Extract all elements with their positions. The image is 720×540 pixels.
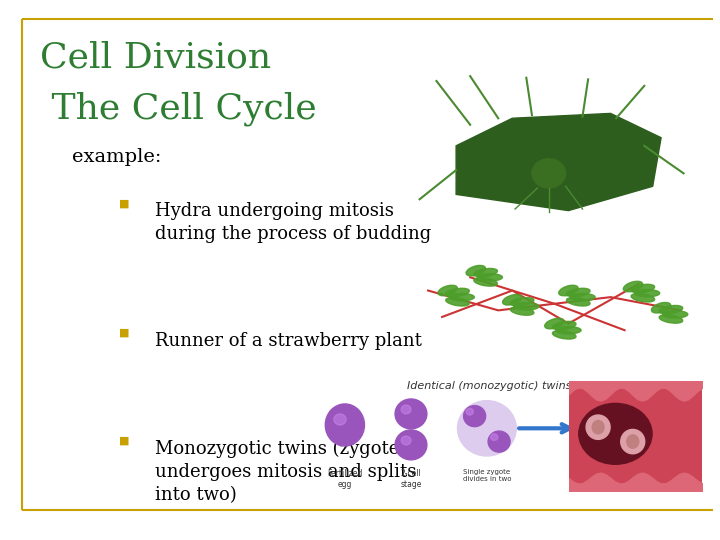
Ellipse shape xyxy=(579,403,652,464)
Ellipse shape xyxy=(662,310,688,318)
Ellipse shape xyxy=(556,327,581,334)
Text: Runner of a strawberry plant: Runner of a strawberry plant xyxy=(155,332,422,350)
Text: Monozygotic twins (zygote
undergoes mitosis and splits
into two): Monozygotic twins (zygote undergoes mito… xyxy=(155,440,416,504)
Ellipse shape xyxy=(532,159,566,188)
Ellipse shape xyxy=(477,274,503,281)
Ellipse shape xyxy=(490,434,498,441)
Ellipse shape xyxy=(592,421,604,434)
Ellipse shape xyxy=(446,288,469,296)
Ellipse shape xyxy=(510,307,534,315)
Ellipse shape xyxy=(626,435,639,448)
Text: 2-cell
stage: 2-cell stage xyxy=(400,469,422,489)
Ellipse shape xyxy=(334,414,346,425)
Ellipse shape xyxy=(503,294,522,305)
Text: Fertilized
egg: Fertilized egg xyxy=(327,469,363,489)
Ellipse shape xyxy=(570,294,595,301)
Text: ■: ■ xyxy=(119,328,130,338)
Text: Identical (monozygotic) twins: Identical (monozygotic) twins xyxy=(407,381,571,391)
Ellipse shape xyxy=(631,285,654,293)
Ellipse shape xyxy=(659,315,683,323)
Ellipse shape xyxy=(325,404,364,446)
Ellipse shape xyxy=(464,406,486,427)
Ellipse shape xyxy=(466,265,485,276)
Text: ■: ■ xyxy=(119,198,130,208)
Ellipse shape xyxy=(552,330,576,339)
Ellipse shape xyxy=(401,436,411,445)
Ellipse shape xyxy=(545,318,564,329)
Ellipse shape xyxy=(513,303,539,310)
Text: Single zygote
divides in two: Single zygote divides in two xyxy=(463,469,511,482)
Ellipse shape xyxy=(552,321,576,330)
Ellipse shape xyxy=(652,302,671,313)
Text: example:: example: xyxy=(72,148,161,166)
Ellipse shape xyxy=(586,415,610,440)
Ellipse shape xyxy=(488,431,510,452)
Text: The Cell Cycle: The Cell Cycle xyxy=(40,92,316,126)
Ellipse shape xyxy=(567,298,590,306)
Ellipse shape xyxy=(624,281,643,292)
Ellipse shape xyxy=(438,285,457,296)
Ellipse shape xyxy=(567,288,590,296)
Text: ■: ■ xyxy=(119,436,130,446)
Text: Cell Division: Cell Division xyxy=(40,40,271,75)
Ellipse shape xyxy=(457,401,516,456)
Ellipse shape xyxy=(474,278,498,286)
Text: Hydra undergoing mitosis
during the process of budding: Hydra undergoing mitosis during the proc… xyxy=(155,202,431,244)
Ellipse shape xyxy=(446,298,469,306)
Ellipse shape xyxy=(401,405,411,414)
Ellipse shape xyxy=(510,298,534,306)
Ellipse shape xyxy=(659,306,683,314)
Ellipse shape xyxy=(634,289,660,297)
Ellipse shape xyxy=(466,408,474,415)
Ellipse shape xyxy=(395,430,427,460)
Ellipse shape xyxy=(449,294,474,301)
Ellipse shape xyxy=(474,268,498,277)
Ellipse shape xyxy=(395,399,427,429)
Ellipse shape xyxy=(631,294,654,302)
Ellipse shape xyxy=(621,429,644,454)
Ellipse shape xyxy=(559,285,578,296)
Polygon shape xyxy=(456,113,661,211)
